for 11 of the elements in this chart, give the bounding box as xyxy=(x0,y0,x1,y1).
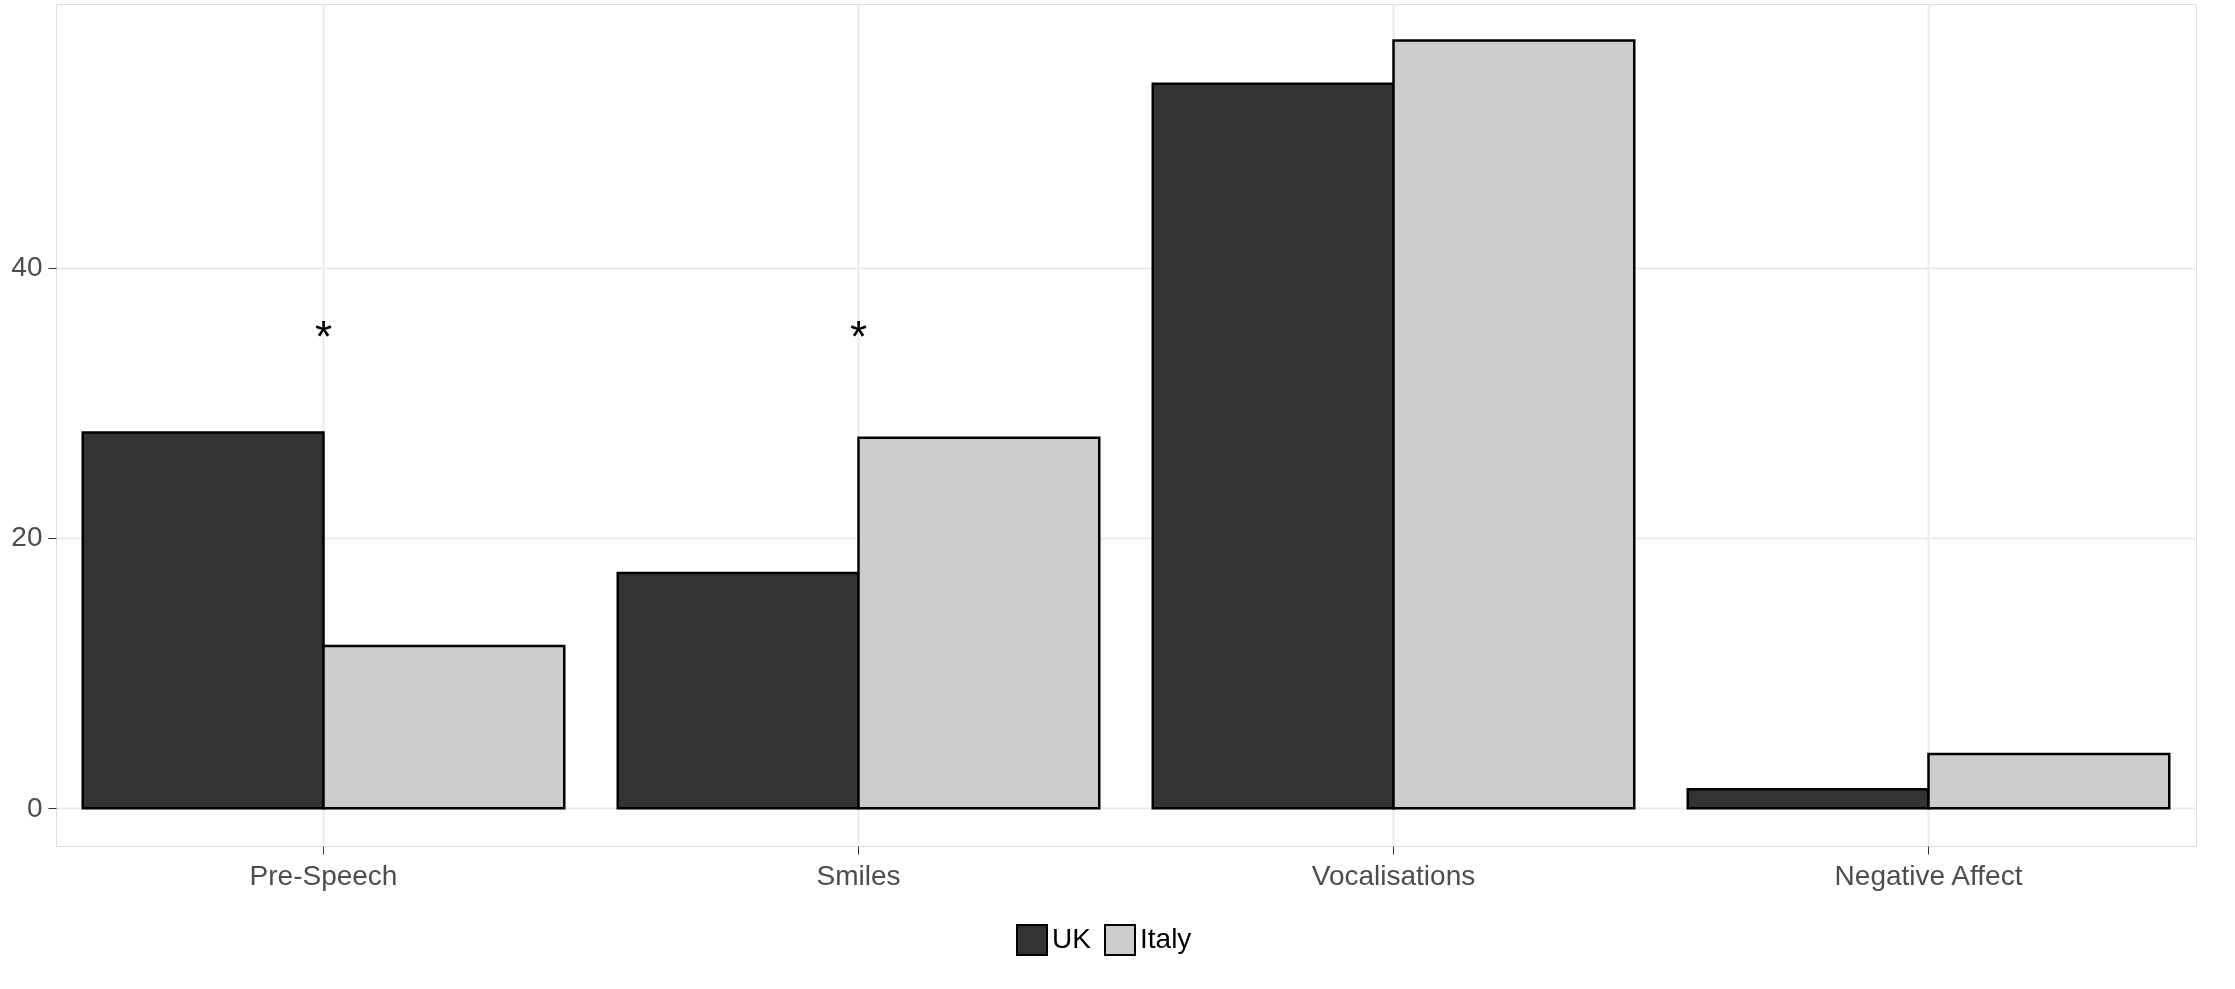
y-tick-label: 40 xyxy=(11,251,43,283)
legend-label: Italy xyxy=(1140,923,1192,954)
x-tick-label: Smiles xyxy=(816,859,901,891)
y-tick-label: 0 xyxy=(26,791,43,823)
x-tick-label: Pre-Speech xyxy=(249,859,398,891)
y-tick-label: 20 xyxy=(11,521,43,553)
annotation: * xyxy=(314,312,333,361)
x-tick-label: Negative Affect xyxy=(1834,859,2023,891)
x-tick-label: Vocalisations xyxy=(1311,859,1476,891)
annotation: * xyxy=(849,312,868,361)
legend-label: UK xyxy=(1052,923,1092,954)
